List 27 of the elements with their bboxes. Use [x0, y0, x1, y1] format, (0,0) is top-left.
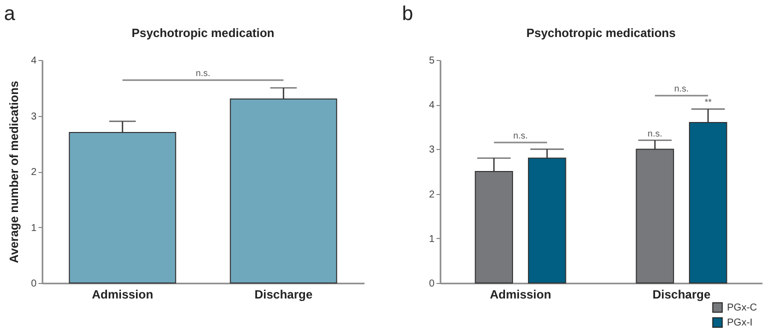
y-tick-label: 4 — [30, 56, 37, 66]
x-tick-label: Admission — [92, 288, 154, 302]
legend-label: PGx-C — [727, 302, 757, 314]
annotation: n.s. — [513, 130, 528, 141]
text: a — [4, 3, 16, 25]
legend-label: PGx-I — [727, 318, 753, 328]
y-tick-label: 0 — [30, 278, 37, 290]
y-tick-label: 2 — [428, 189, 435, 200]
annotation: n.s. — [674, 84, 689, 94]
chart-title: Psychotropic medications — [526, 26, 676, 40]
annotation: n.s. — [648, 128, 662, 138]
y-tick-label: 1 — [428, 234, 435, 245]
y-tick-label: 5 — [428, 56, 435, 66]
chart-title: Psychotropic medication — [132, 26, 274, 40]
y-tick-label: 3 — [30, 111, 37, 122]
y-tick-label: 4 — [428, 100, 435, 112]
x-tick-label: Discharge — [652, 288, 711, 302]
y-axis-title: Average number of medications — [6, 80, 21, 264]
x-tick-label: Admission — [490, 288, 552, 302]
x-tick-label: Discharge — [254, 288, 313, 302]
y-tick-label: 1 — [30, 222, 37, 234]
text: b — [402, 3, 414, 25]
y-tick-label: 0 — [428, 278, 435, 290]
y-tick-label: 2 — [30, 167, 37, 178]
y-tick-label: 3 — [428, 144, 435, 156]
annotation: n.s. — [196, 68, 210, 78]
annotation: ** — [704, 97, 712, 108]
